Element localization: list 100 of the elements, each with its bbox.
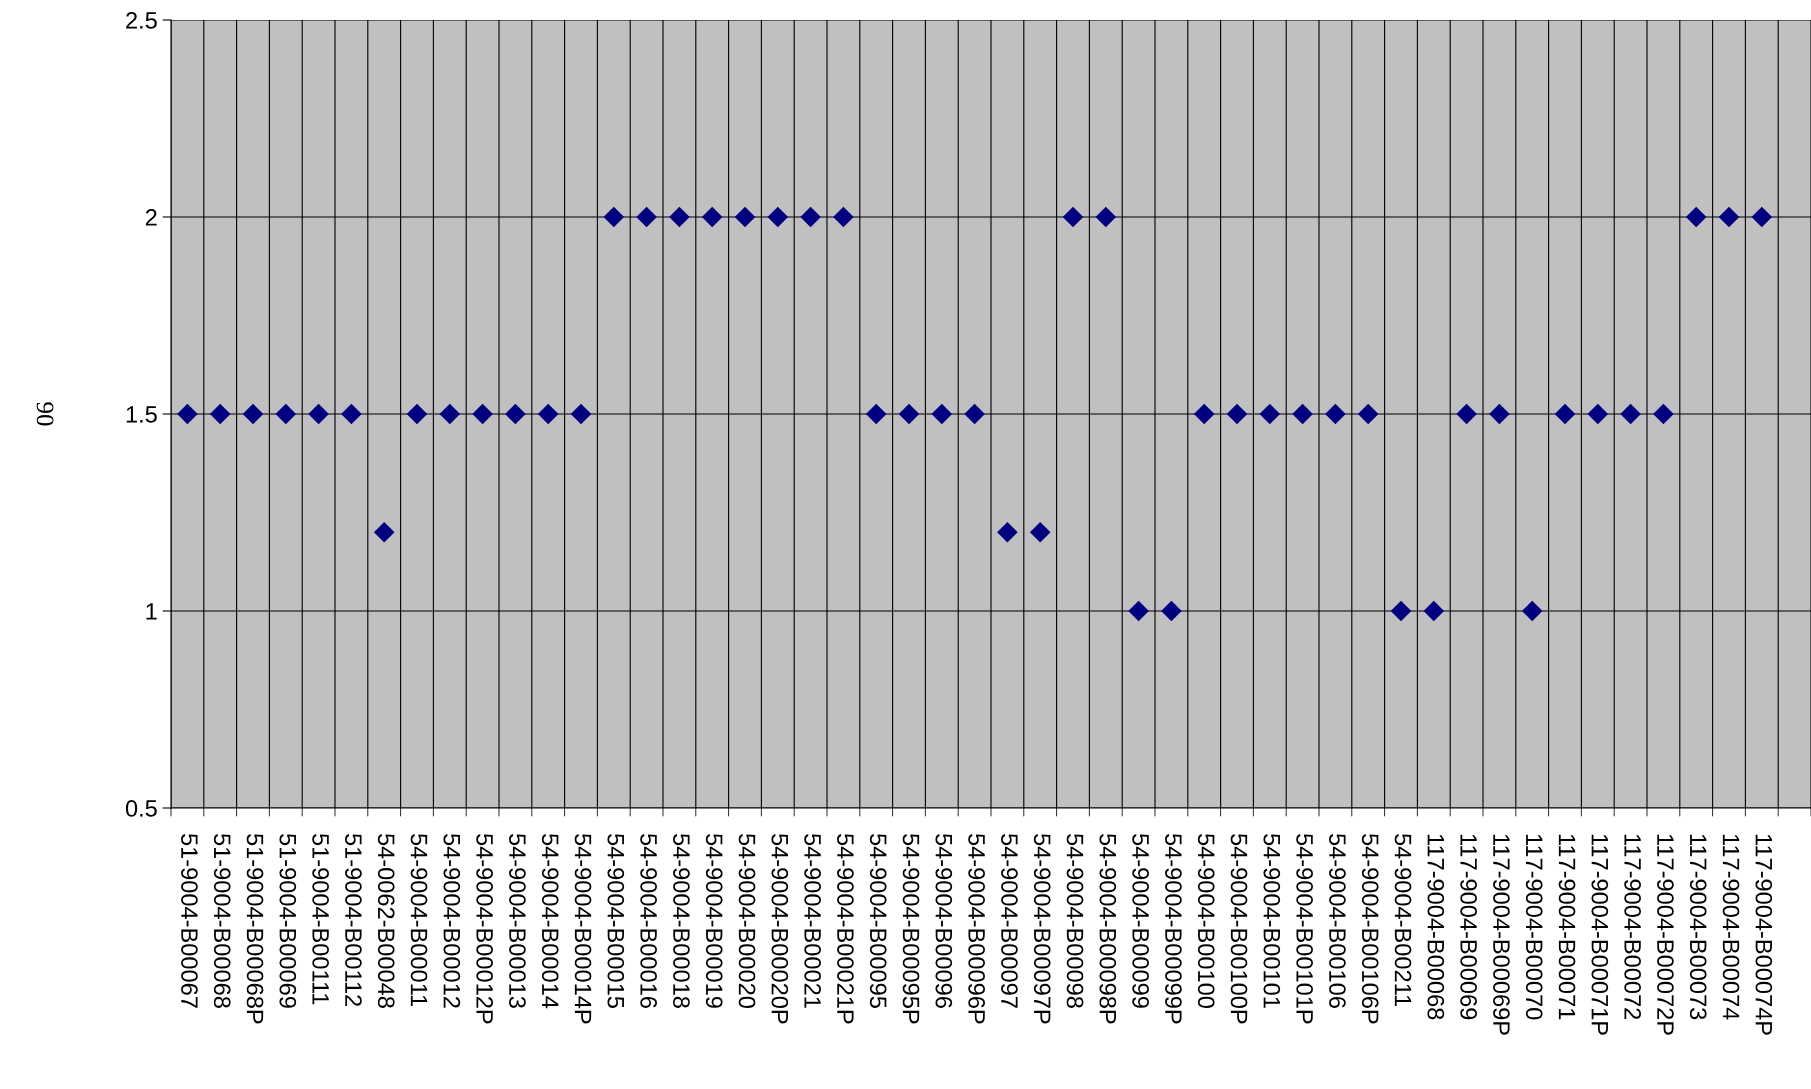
point bbox=[1620, 403, 1641, 425]
point bbox=[1685, 206, 1707, 228]
point bbox=[1751, 206, 1773, 228]
x-tick-label: 54-9004-B00015 bbox=[607, 833, 625, 1008]
x-tick-label: 54-9004-B00098 bbox=[1066, 833, 1084, 1008]
point bbox=[865, 403, 887, 425]
point bbox=[1489, 403, 1510, 425]
x-tick-label: 117-9004-B00071P bbox=[1591, 834, 1609, 1035]
point bbox=[1226, 403, 1248, 425]
point bbox=[734, 206, 756, 228]
x-tick-label: 54-9004-B00106 bbox=[1329, 833, 1346, 1008]
point bbox=[669, 206, 690, 228]
y-tick-label: 2.5 bbox=[126, 12, 157, 29]
point bbox=[472, 403, 493, 425]
x-tick-label: 54-9004-B00211 bbox=[1394, 833, 1412, 1007]
x-tick-label: 54-9004-B00100P bbox=[1230, 833, 1248, 1024]
x-tick-label: 117-9004-B00068 bbox=[1427, 834, 1445, 1020]
point bbox=[1193, 403, 1215, 425]
point bbox=[603, 206, 625, 228]
x-tick-label: 117-9004-B00070 bbox=[1525, 834, 1543, 1020]
x-tick-label: 54-9004-B00012 bbox=[443, 833, 461, 1008]
x-tick-label: 54-9004-B00099P bbox=[1165, 833, 1182, 1024]
x-tick-label: 51-9004-B00112 bbox=[345, 833, 362, 1006]
x-tick-label: 54-9004-B00106P bbox=[1361, 833, 1379, 1024]
point bbox=[767, 206, 789, 228]
x-tick-label: 54-9004-B00101P bbox=[1296, 833, 1313, 1024]
x-tick-label: 54-9004-B00011 bbox=[410, 833, 428, 1007]
x-tick-label: 117-9004-B00073 bbox=[1689, 834, 1707, 1020]
point bbox=[1029, 521, 1051, 543]
point bbox=[1554, 403, 1576, 425]
point bbox=[1653, 403, 1674, 425]
x-tick-label: 54-9004-B00020 bbox=[738, 833, 756, 1008]
x-tick-label: 51-9004-B00067 bbox=[181, 833, 198, 1008]
point bbox=[406, 403, 428, 425]
x-tick-label: 117-9004-B00071 bbox=[1558, 834, 1576, 1020]
x-tick-label: 54-9004-B00014P bbox=[574, 833, 592, 1024]
point bbox=[1718, 206, 1740, 228]
x-tick-label: 54-9004-B00012P bbox=[476, 833, 493, 1024]
point bbox=[701, 206, 723, 228]
point bbox=[177, 403, 198, 425]
point bbox=[1095, 206, 1117, 228]
point bbox=[275, 403, 297, 425]
point bbox=[1423, 600, 1445, 622]
point bbox=[1292, 403, 1313, 425]
point bbox=[505, 403, 526, 425]
x-tick-label: 54-9004-B00095 bbox=[869, 833, 887, 1008]
x-tick-label: 54-9004-B00096 bbox=[935, 833, 953, 1008]
point bbox=[1161, 600, 1182, 622]
point bbox=[931, 403, 953, 425]
y-tick-label: 0.5 bbox=[125, 800, 157, 817]
x-tick-label: 54-9004-B00021 bbox=[804, 833, 821, 1008]
point bbox=[636, 206, 657, 228]
x-tick-label: 54-0062-B00048 bbox=[377, 833, 395, 1008]
point bbox=[570, 403, 592, 425]
y-tick-label: 2 bbox=[145, 209, 157, 226]
x-tick-label: 54-9004-B00019 bbox=[705, 833, 723, 1008]
x-tick-label: 54-9004-B00098P bbox=[1099, 833, 1117, 1024]
x-tick-label: 54-9004-B00097P bbox=[1033, 833, 1051, 1024]
point bbox=[997, 521, 1018, 543]
x-tick-label: 117-9004-B00074P bbox=[1755, 834, 1773, 1035]
point bbox=[439, 403, 461, 425]
x-tick-label: 54-9004-B00096P bbox=[968, 833, 985, 1024]
x-tick-label: 51-9004-B00068P bbox=[246, 833, 264, 1024]
x-tick-label: 54-9004-B00101 bbox=[1263, 833, 1281, 1008]
x-tick-label: 51-9004-B00069 bbox=[279, 833, 297, 1008]
x-tick-label: 54-9004-B00021P bbox=[837, 833, 854, 1024]
point bbox=[242, 403, 264, 425]
point bbox=[341, 403, 362, 425]
point bbox=[1325, 403, 1346, 425]
point bbox=[1456, 403, 1477, 425]
point bbox=[1259, 403, 1281, 425]
x-tick-label: 54-9004-B00099 bbox=[1132, 833, 1149, 1008]
x-tick-label: 117-9004-B00069P bbox=[1493, 834, 1510, 1035]
x-tick-label: 54-9004-B00100 bbox=[1197, 833, 1215, 1008]
x-tick-label: 54-9004-B00014 bbox=[541, 833, 559, 1009]
point bbox=[1357, 403, 1379, 425]
y-axis-title: 90 bbox=[36, 402, 54, 426]
x-tick-label: 117-9004-B00069 bbox=[1460, 834, 1477, 1020]
x-tick-label: 54-9004-B00097 bbox=[1001, 833, 1018, 1008]
x-tick-label: 51-9004-B00111 bbox=[312, 833, 329, 1005]
point bbox=[800, 206, 821, 228]
point bbox=[833, 206, 854, 228]
x-tick-label: 54-9004-B00013 bbox=[509, 833, 526, 1008]
point bbox=[1521, 600, 1543, 622]
point bbox=[209, 403, 231, 425]
y-tick-label: 1 bbox=[146, 603, 157, 620]
x-tick-label: 117-9004-B00072P bbox=[1657, 834, 1674, 1035]
x-tick-label: 54-9004-B00018 bbox=[673, 833, 690, 1008]
x-tick-label: 54-9004-B00095P bbox=[902, 833, 920, 1024]
x-tick-label: 54-9004-B00016 bbox=[640, 833, 657, 1008]
point bbox=[537, 403, 559, 425]
point bbox=[1390, 600, 1412, 622]
point bbox=[373, 521, 395, 543]
point bbox=[964, 403, 985, 425]
y-tick-label: 1.5 bbox=[126, 406, 157, 423]
x-tick-label: 51-9004-B00068 bbox=[213, 833, 231, 1008]
x-tick-label: 117-9004-B00074 bbox=[1722, 834, 1740, 1020]
point bbox=[1128, 600, 1149, 622]
x-tick-label: 117-9004-B00072 bbox=[1624, 834, 1641, 1020]
point bbox=[1587, 403, 1609, 425]
